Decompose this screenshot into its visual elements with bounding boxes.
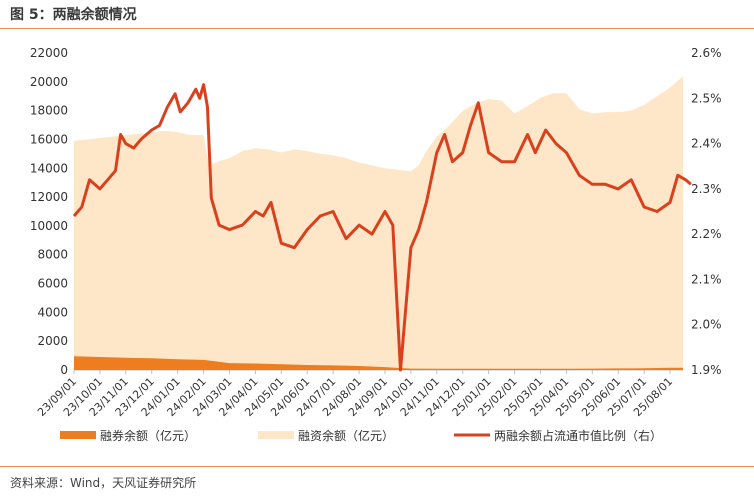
legend: 融券余额（亿元） 融资余额（亿元） 两融余额占流通市值比例（右） xyxy=(60,428,662,443)
y2-tick-label: 2.4% xyxy=(691,137,722,151)
short-balance-area xyxy=(74,356,683,370)
top-rule xyxy=(0,28,754,29)
legend-label: 融券余额（亿元） xyxy=(100,428,196,443)
legend-label: 两融余额占流通市值比例（右） xyxy=(494,428,662,443)
source-note: 资料来源：Wind，天风证券研究所 xyxy=(10,476,197,490)
ratio-line xyxy=(72,83,692,372)
y-tick-label: 2000 xyxy=(37,334,68,348)
legend-swatch xyxy=(60,431,96,439)
y-tick-label: 8000 xyxy=(37,248,68,262)
y-tick-label: 14000 xyxy=(30,161,68,175)
line-series xyxy=(72,83,692,372)
y-tick-label: 12000 xyxy=(30,190,68,204)
legend-swatch xyxy=(258,431,294,439)
y-axis-right: 1.9% 2.0% 2.1% 2.2% 2.3% 2.4% 2.5% 2.6% xyxy=(691,46,722,377)
y-tick-label: 18000 xyxy=(30,104,68,118)
y2-tick-label: 2.6% xyxy=(691,46,722,60)
y-tick-label: 20000 xyxy=(30,75,68,89)
y-tick-label: 6000 xyxy=(37,277,68,291)
bottom-rule xyxy=(0,466,754,467)
y2-tick-label: 2.3% xyxy=(691,182,722,196)
y2-tick-label: 2.2% xyxy=(691,227,722,241)
y2-tick-label: 2.0% xyxy=(691,318,722,332)
chart-title: 图 5：两融余额情况 xyxy=(10,7,137,23)
y-axis-left: 0 2000 4000 6000 8000 10000 12000 14000 16000 180… xyxy=(30,46,68,377)
chart-svg: 0 2000 4000 6000 8000 10000 12000 14000 16000 180… xyxy=(30,46,722,443)
y-tick-label: 16000 xyxy=(30,132,68,146)
legend-label: 融资余额（亿元） xyxy=(298,428,394,443)
y-tick-label: 22000 xyxy=(30,46,68,60)
x-axis: 23/09/0123/10/0123/11/0123/12/0124/01/01… xyxy=(35,370,675,419)
y-tick-label: 0 xyxy=(60,363,68,377)
y2-tick-label: 1.9% xyxy=(691,363,722,377)
y-tick-label: 4000 xyxy=(37,305,68,319)
y2-tick-label: 2.5% xyxy=(691,91,722,105)
y2-tick-label: 2.1% xyxy=(691,272,722,286)
y-tick-label: 10000 xyxy=(30,219,68,233)
